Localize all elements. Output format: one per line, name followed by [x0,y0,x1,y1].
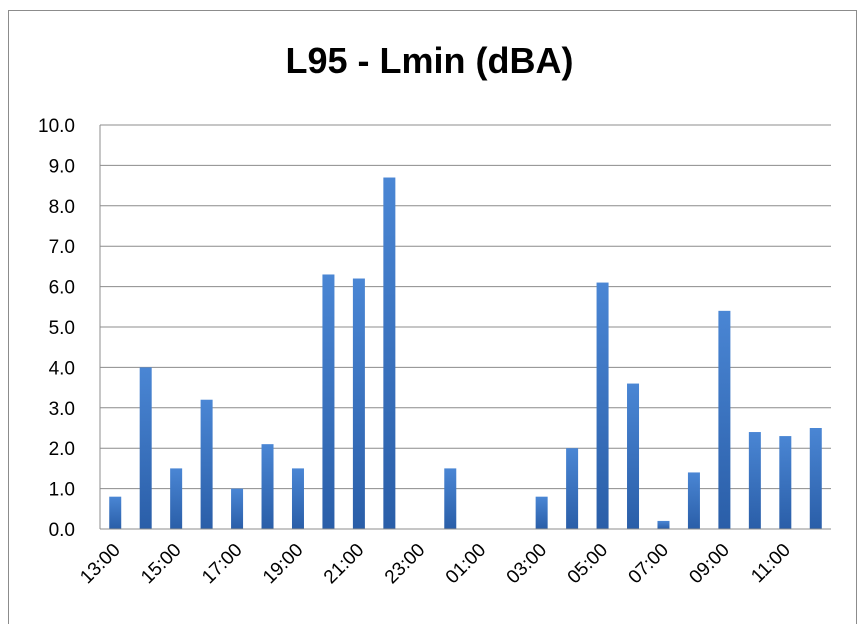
y-axis-ticks: 0.0 1.0 2.0 3.0 4.0 5.0 6.0 7.0 8.0 9.0 10.0 [38,116,75,541]
bar-17:00 [231,488,244,529]
y-tick-label: 10.0 [38,116,75,137]
x-tick-label: 17:00 [198,540,246,588]
bar-18:00 [261,444,274,529]
bar-15:00 [170,468,183,529]
bar-08:00 [687,472,700,529]
y-tick-label: 4.0 [49,358,75,379]
x-tick-label: 07:00 [625,540,673,588]
x-tick-label: 03:00 [503,540,551,588]
y-tick-label: 6.0 [49,278,75,299]
bar-21:00 [352,278,365,529]
x-tick-label: 09:00 [685,540,733,588]
bar-12:00 [809,428,822,529]
bar-19:00 [291,468,304,529]
x-tick-label: 13:00 [76,540,124,588]
x-tick-label: 11:00 [747,540,794,587]
y-tick-label: 1.0 [49,480,75,501]
x-axis-ticks: 13:00 15:00 17:00 19:00 21:00 23:00 01:00 03:00… [76,540,795,588]
y-tick-label: 3.0 [49,399,75,420]
bar-22:00 [383,177,396,529]
bar-03:00 [535,496,548,529]
bar-14:00 [139,367,152,529]
bar-04:00 [566,448,579,529]
y-tick-label: 0.0 [49,520,75,541]
bar-07:00 [657,520,670,529]
bar-09:00 [718,310,731,529]
bar-16:00 [200,399,213,529]
bar-20:00 [322,274,335,529]
bar-11:00 [779,436,792,529]
bar-10:00 [748,432,761,529]
x-tick-label: 19:00 [259,540,307,588]
y-tick-label: 8.0 [49,197,75,218]
y-tick-label: 7.0 [49,237,75,258]
x-tick-label: 23:00 [381,540,429,588]
bar-13:00 [109,496,122,529]
x-tick-label: 05:00 [564,540,612,588]
y-tick-label: 9.0 [49,156,75,177]
y-tick-label: 2.0 [49,439,75,460]
chart-title: L95 - Lmin (dBA) [285,40,574,81]
bar-00:00 [444,468,457,529]
x-tick-label: 01:00 [442,540,490,588]
bar-06:00 [627,383,640,529]
y-tick-label: 5.0 [49,318,75,339]
x-tick-label: 15:00 [137,540,185,588]
bar-05:00 [596,282,609,529]
gridlines [99,124,831,530]
x-tick-label: 21:00 [320,540,368,588]
bars [100,177,831,530]
